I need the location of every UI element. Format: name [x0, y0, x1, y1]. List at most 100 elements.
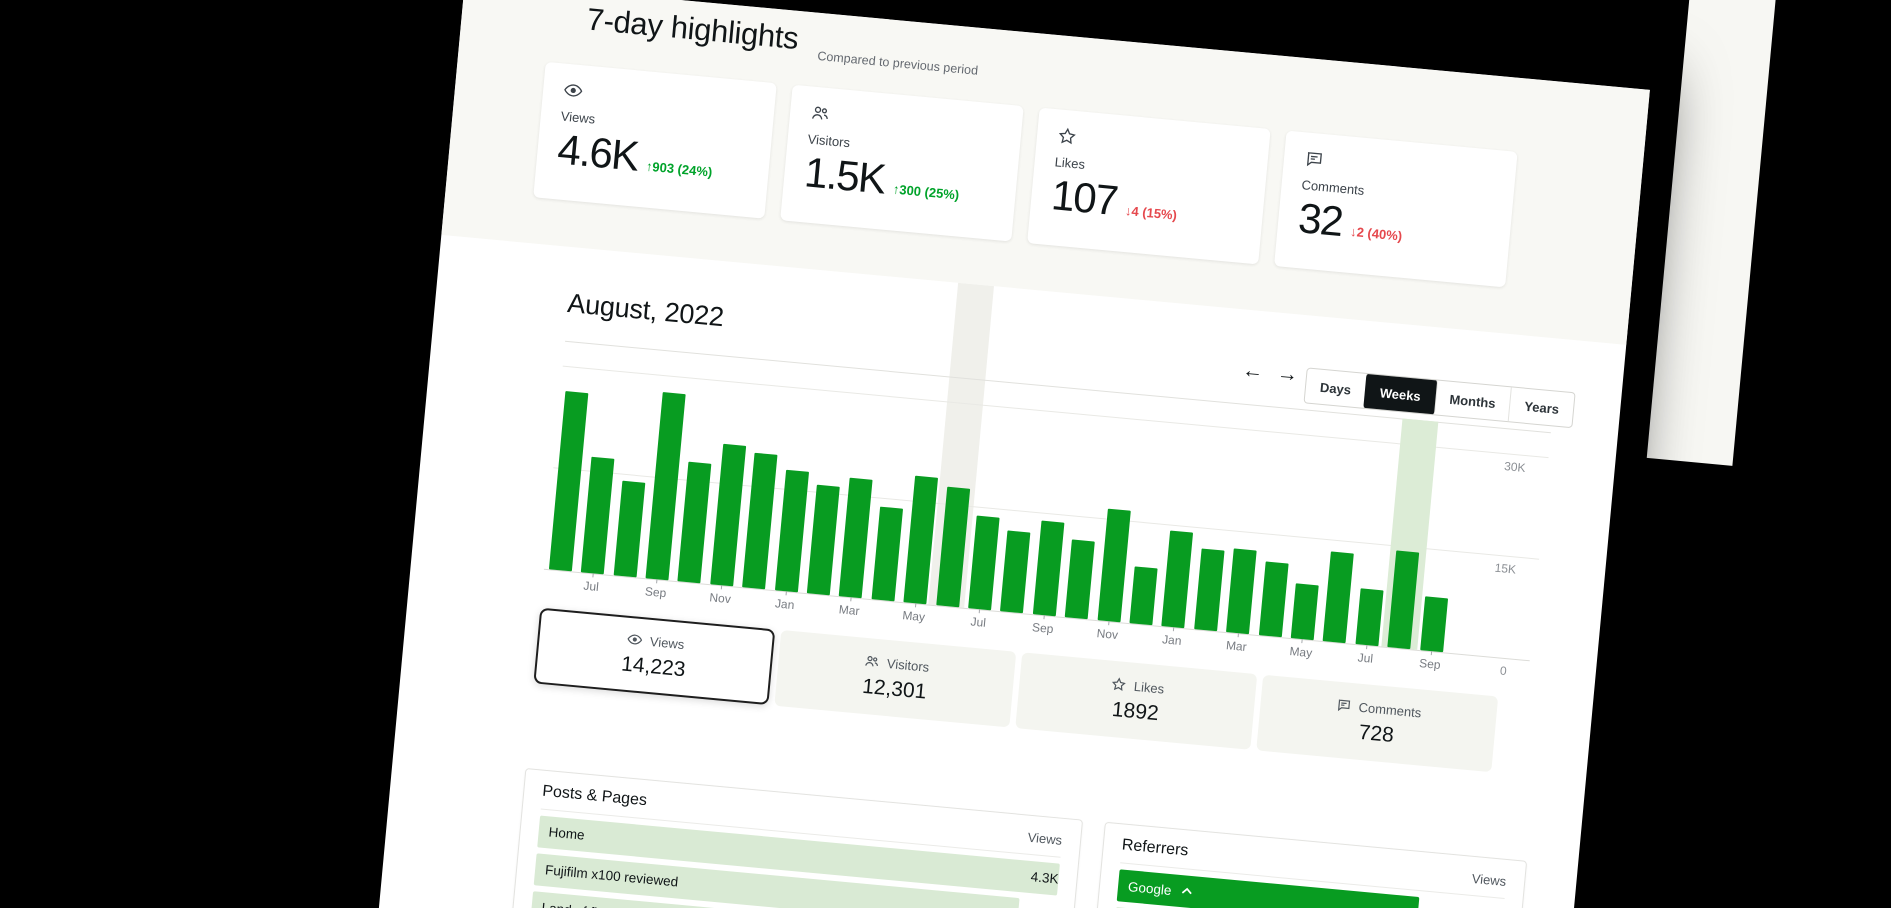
- chart-bar[interactable]: [548, 391, 589, 572]
- likes-highlight-card: Likes 107 ↓4 (15%): [1027, 107, 1271, 265]
- period-nav: ← →: [1241, 358, 1300, 387]
- chart-bar[interactable]: [1258, 561, 1289, 638]
- summary-label: Visitors: [886, 655, 930, 675]
- chart-bar[interactable]: [871, 506, 903, 602]
- summary-value: 12,301: [861, 674, 928, 704]
- x-tick-label: Sep: [1418, 656, 1442, 673]
- summary-value: 1892: [1110, 697, 1160, 726]
- visitors-highlight-card: Visitors 1.5K ↑300 (25%): [780, 84, 1024, 242]
- x-tick-label: Mar: [1225, 638, 1248, 655]
- card-value: 107: [1049, 171, 1120, 225]
- chart-bar[interactable]: [1322, 551, 1355, 644]
- referrers-title: Referrers: [1121, 836, 1190, 860]
- chart-bar[interactable]: [580, 456, 615, 575]
- tab-months[interactable]: Months: [1434, 380, 1513, 422]
- x-axis-tick: [721, 585, 723, 590]
- chart-bar[interactable]: [1290, 583, 1319, 641]
- highlights-title: 7-day highlights: [585, 1, 800, 56]
- chart-bar[interactable]: [1355, 588, 1384, 647]
- posts-pages-title: Posts & Pages: [541, 782, 648, 810]
- views-column-header: Views: [1027, 829, 1063, 848]
- referrer-row-google[interactable]: Google 6.2K: [1116, 869, 1504, 908]
- x-tick-label: Sep: [1031, 620, 1055, 637]
- comment-icon: [1303, 148, 1325, 170]
- summary-tab-likes[interactable]: Likes 1892: [1015, 652, 1258, 750]
- people-icon: [809, 102, 831, 124]
- stats-page: 7-day highlights Compared to previous pe…: [356, 0, 1650, 908]
- post-label: Home: [547, 824, 586, 843]
- highlights-cards: Views 4.6K ↑903 (24%) Visitors 1.5K ↑300…: [533, 61, 1518, 288]
- post-views-value: 4.1K: [1026, 899, 1057, 908]
- chart-bar[interactable]: [742, 452, 778, 590]
- x-tick-label: Jan: [1161, 632, 1183, 648]
- card-trend: ↑300 (25%): [892, 181, 960, 203]
- chart-bar[interactable]: [709, 443, 746, 587]
- chevron-up-icon[interactable]: [1179, 884, 1194, 899]
- x-axis-tick: [914, 603, 916, 608]
- x-axis-tick: [850, 597, 852, 602]
- summary-tab-views[interactable]: Views 14,223: [533, 607, 776, 706]
- x-axis-tick: [1043, 615, 1045, 620]
- chart-bar[interactable]: [1097, 508, 1131, 623]
- x-axis-tick: [1172, 627, 1175, 632]
- x-axis-tick: [656, 579, 658, 584]
- chart-bar[interactable]: [1161, 530, 1194, 629]
- post-label: Fujifilm x100 reviewed: [544, 862, 679, 890]
- eye-icon: [626, 631, 643, 648]
- people-icon: [863, 653, 880, 670]
- previous-period-arrow-icon[interactable]: ←: [1241, 358, 1265, 384]
- card-trend: ↓4 (15%): [1124, 203, 1178, 223]
- x-axis-tick: [1301, 639, 1304, 644]
- summary-label: Views: [649, 633, 686, 652]
- x-tick-label: Mar: [838, 602, 861, 619]
- summary-value: 728: [1357, 720, 1395, 747]
- summary-tab-comments[interactable]: Comments 728: [1256, 674, 1499, 773]
- x-tick-label: Sep: [644, 584, 667, 601]
- tab-years[interactable]: Years: [1523, 398, 1560, 417]
- tab-weeks[interactable]: Weeks: [1363, 372, 1439, 416]
- highlights-section: 7-day highlights Compared to previous pe…: [441, 0, 1650, 345]
- summary-tab-visitors[interactable]: Visitors 12,301: [774, 629, 1017, 728]
- x-axis-tick: [1108, 621, 1110, 626]
- comments-highlight-card: Comments 32 ↓2 (40%): [1274, 130, 1518, 288]
- chart-bar[interactable]: [1419, 596, 1448, 653]
- referrers-card: Referrers Views Google 6.2K: [1086, 821, 1528, 908]
- next-period-arrow-icon[interactable]: →: [1276, 361, 1300, 387]
- chart-bar[interactable]: [1064, 539, 1095, 620]
- referrer-views-value: 6.2K: [1473, 902, 1504, 908]
- x-tick-label: Nov: [708, 590, 732, 607]
- referrer-label: Google: [1127, 878, 1173, 898]
- x-tick-label: Nov: [1096, 626, 1119, 643]
- chart-bar[interactable]: [968, 515, 1000, 611]
- x-tick-label: May: [1288, 644, 1313, 661]
- chart-bar[interactable]: [1032, 520, 1065, 617]
- chart-bar[interactable]: [806, 484, 840, 596]
- x-axis-tick: [1430, 651, 1433, 656]
- chart-bar[interactable]: [935, 486, 970, 608]
- posts-pages-card: Posts & Pages Views Home 4.3K Fujifilm x…: [507, 767, 1084, 908]
- x-tick-label: Jul: [1357, 650, 1374, 666]
- card-trend: ↑903 (24%): [645, 158, 713, 180]
- chart-bar[interactable]: [1193, 548, 1225, 632]
- x-tick-label: Jul: [582, 578, 600, 594]
- chart-bar[interactable]: [903, 475, 939, 605]
- highlights-subtitle: Compared to previous period: [816, 48, 979, 78]
- x-tick-label: Jul: [969, 614, 987, 630]
- summary-label: Comments: [1358, 699, 1423, 720]
- comment-icon: [1335, 697, 1352, 714]
- chart-bar[interactable]: [613, 480, 645, 578]
- metric-summary-tabs: Views 14,223 Visitors 12,301 Likes 1892: [533, 607, 1499, 773]
- eye-icon: [562, 80, 584, 102]
- summary-value: 14,223: [620, 652, 687, 682]
- chart-bar[interactable]: [1226, 548, 1257, 635]
- chart-bar[interactable]: [1129, 566, 1158, 626]
- chart-bar[interactable]: [838, 477, 873, 599]
- summary-label: Likes: [1133, 678, 1165, 697]
- star-icon: [1056, 125, 1078, 147]
- card-value: 4.6K: [555, 125, 641, 180]
- x-axis-tick: [785, 591, 787, 596]
- tab-days[interactable]: Days: [1304, 368, 1368, 408]
- chart-bar[interactable]: [1000, 530, 1031, 614]
- card-value: 1.5K: [802, 148, 887, 203]
